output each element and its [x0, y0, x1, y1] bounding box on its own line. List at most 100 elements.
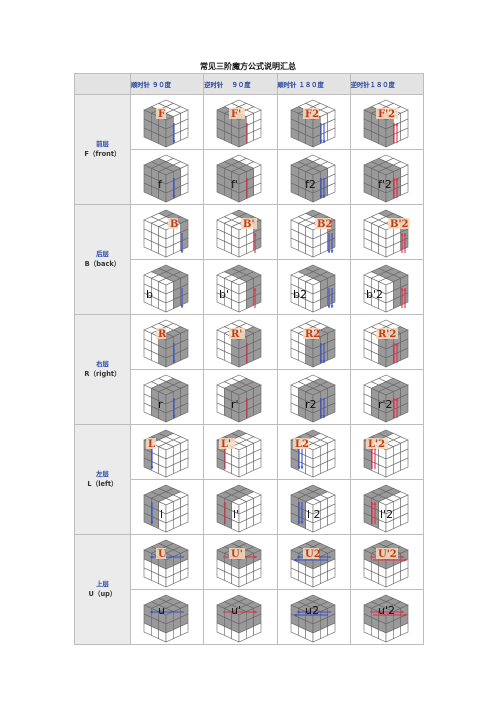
arrow-icon: [297, 447, 301, 469]
arrow-icon: [370, 502, 374, 524]
label-highlight: [156, 548, 167, 559]
move-cell: L2: [276, 424, 351, 480]
label-highlight: [229, 108, 246, 119]
cube-diagram: F: [143, 99, 189, 148]
move-label: R': [231, 329, 242, 340]
arrow-icon: [319, 343, 323, 363]
arrow-icon: [322, 123, 326, 143]
move-label: u: [158, 604, 165, 617]
cube-diagram: f'2: [363, 154, 409, 203]
move-cell: b: [129, 259, 205, 315]
move-cell: B': [203, 204, 278, 260]
move-cell: F'2: [349, 94, 425, 150]
arrow-icon: [322, 398, 326, 418]
row-header-en: F（front）: [84, 150, 121, 158]
label-highlight: [302, 328, 319, 339]
cube-diagram: f': [216, 154, 263, 203]
row-header-en: R（right）: [84, 370, 121, 378]
label-highlight: [314, 218, 331, 229]
move-label: r': [231, 398, 239, 411]
move-label: F': [231, 109, 241, 120]
cube-diagram: L2: [289, 429, 336, 478]
table-row: 上层 U（up） U U' U2 U'2: [74, 534, 425, 645]
table-row: 后层 B（back） B B' B2 B'2: [74, 204, 425, 315]
arrow-icon: [172, 123, 176, 143]
move-label: B'2: [390, 219, 409, 230]
row-header-cn: 右层: [96, 360, 109, 368]
move-label: r: [158, 398, 163, 411]
table-row: u u' u2 u'2: [75, 589, 425, 645]
cube-diagram: b'2: [363, 264, 409, 313]
row-header: 左层 L（left）: [74, 424, 131, 535]
arrow-icon: [297, 502, 301, 524]
header-row: 顺时针 ９０度 逆时针 ９０度 顺时针 １８０度 逆时针１８０度: [74, 73, 425, 95]
row-header-cn: 前层: [96, 140, 109, 148]
col-header-cw180: 顺时针 １８０度: [276, 73, 351, 95]
label-highlight: [365, 438, 388, 449]
move-label: r'2: [378, 398, 393, 411]
cube-diagram: B': [216, 209, 263, 258]
move-cell: R': [203, 314, 278, 370]
move-cell: l'2: [349, 479, 425, 535]
cube-diagram: U2: [289, 539, 336, 588]
arrow-icon: [403, 288, 407, 308]
move-cell: f: [129, 149, 205, 205]
cube-diagram: R: [143, 319, 189, 368]
move-label: b'2: [366, 288, 383, 301]
move-cell: u': [203, 589, 278, 645]
arrow-icon: [172, 398, 176, 418]
move-cell: l 2: [276, 479, 351, 535]
cube-diagram: L: [143, 429, 189, 478]
move-label: R2: [305, 329, 320, 340]
arrow-icon: [172, 343, 176, 363]
move-label: B: [170, 219, 178, 230]
arrow-icon: [327, 288, 331, 308]
move-label: l: [160, 508, 163, 521]
label-highlight: [302, 548, 319, 559]
arrow-icon: [372, 613, 407, 617]
table-row: 右层 R（right） R R' R2 R'2: [74, 314, 425, 425]
move-cell: U2: [276, 534, 351, 590]
arrow-icon: [293, 613, 328, 617]
move-label: F2: [305, 109, 319, 120]
arrow-icon: [253, 233, 257, 253]
arrow-icon: [392, 123, 396, 143]
cube-diagram: R': [216, 319, 263, 368]
row-header-cn: 左层: [96, 470, 109, 478]
move-cell: b'2: [349, 259, 425, 315]
cube-diagram: B: [143, 209, 189, 258]
cube-diagram: b: [143, 264, 189, 313]
label-highlight: [375, 328, 398, 339]
arrow-icon: [319, 398, 323, 418]
arrow-icon: [330, 288, 334, 308]
arrow-icon: [150, 610, 185, 614]
move-label: U: [158, 549, 167, 560]
cube-diagram: b': [216, 264, 263, 313]
arrow-icon: [245, 178, 249, 198]
move-label: l'2: [380, 508, 393, 521]
cube-diagram: l 2: [289, 484, 336, 533]
arrow-icon: [400, 288, 404, 308]
arrow-icon: [403, 233, 407, 253]
move-label: l 2: [307, 508, 321, 521]
arrow-icon: [300, 502, 304, 524]
arrow-icon: [395, 398, 399, 418]
arrow-icon: [150, 447, 154, 469]
label-highlight: [292, 438, 309, 449]
cube-diagram: l: [143, 484, 189, 533]
arrow-icon: [180, 288, 184, 308]
move-label: u'2: [378, 604, 395, 617]
cube-diagram: R'2: [363, 319, 409, 368]
cube-diagram: u': [216, 594, 263, 643]
move-cell: U: [129, 534, 205, 590]
move-label: L': [221, 439, 231, 450]
move-cell: l: [129, 479, 205, 535]
table-body: 前层 F（front） F F' F2 F'2 f f' f2 f'2 后层 B（back） B B' B2…: [74, 94, 425, 645]
move-label: F: [158, 109, 165, 120]
table-row: f f' f2 f'2: [75, 149, 425, 205]
row-header: 上层 U（up）: [74, 534, 131, 645]
arrow-icon: [395, 123, 399, 143]
arrow-icon: [395, 178, 399, 198]
move-cell: F2: [276, 94, 351, 150]
arrow-icon: [392, 343, 396, 363]
